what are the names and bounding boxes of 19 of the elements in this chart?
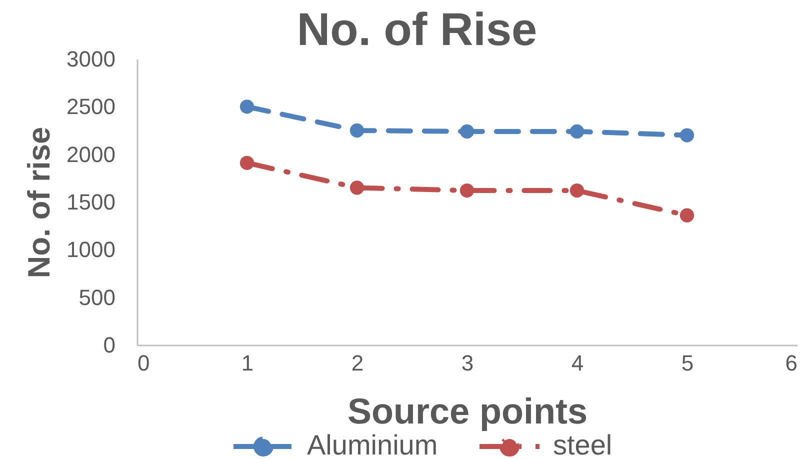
y-tick-label: 2000 xyxy=(66,142,116,167)
x-tick-label: 0 xyxy=(138,350,150,376)
x-tick-label: 4 xyxy=(571,350,584,376)
legend-label: Aluminium xyxy=(307,430,438,459)
legend-label: steel xyxy=(553,430,612,459)
x-tick-label: 3 xyxy=(461,350,474,376)
x-axis-title: Source points xyxy=(347,390,588,432)
y-tick-label: 3000 xyxy=(66,46,116,72)
x-tick-label: 5 xyxy=(681,350,694,376)
y-tick-label: 500 xyxy=(78,284,116,310)
y-tick-label: 1500 xyxy=(66,190,116,214)
chart-title: No. of Rise xyxy=(296,3,538,55)
y-axis-title: No. of rise xyxy=(22,126,57,278)
x-tick-label: 1 xyxy=(241,350,254,376)
x-tick-label: 6 xyxy=(785,350,798,376)
y-tick-label: 2500 xyxy=(66,94,116,120)
y-tick-label: 0 xyxy=(103,332,116,358)
x-tick-label: 2 xyxy=(351,350,364,376)
y-tick-label: 1000 xyxy=(66,237,116,262)
